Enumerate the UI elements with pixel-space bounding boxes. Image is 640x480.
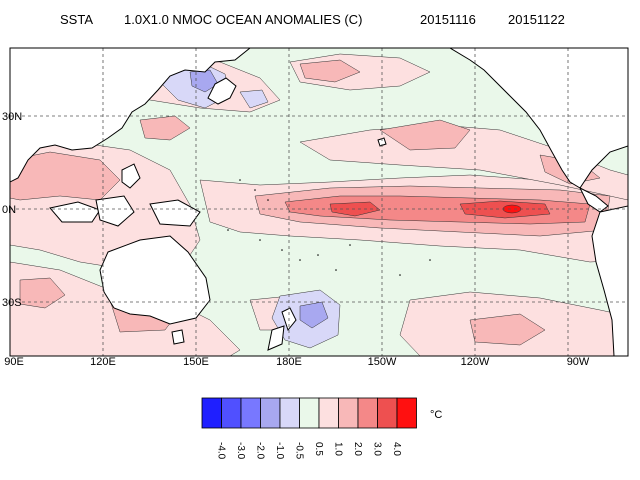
- colorbar-swatch: [397, 398, 417, 428]
- lon-label-120w: 120W: [461, 356, 490, 368]
- lon-label-150e: 150E: [183, 356, 209, 368]
- map-area: [10, 48, 628, 356]
- lon-label-150w: 150W: [368, 356, 397, 368]
- colorbar-unit: °C: [430, 409, 442, 421]
- lon-label-90w: 90W: [567, 356, 590, 368]
- colorbar-swatch: [358, 398, 378, 428]
- colorbar-label: 0.5: [313, 442, 324, 456]
- lat-label-30s: 30S: [2, 297, 22, 309]
- lon-label-180e: 180E: [276, 356, 302, 368]
- colorbar-swatch: [339, 398, 359, 428]
- lat-label-30n: 30N: [2, 111, 22, 123]
- colorbar-label: -3.0: [235, 442, 246, 460]
- colorbar-swatch: [261, 398, 281, 428]
- colorbar-swatch: [241, 398, 261, 428]
- lon-label-120e: 120E: [90, 356, 116, 368]
- colorbar-label: 4.0: [391, 442, 402, 456]
- anomaly-extreme-warm: [503, 205, 521, 213]
- tasmania-landmass: [172, 330, 184, 344]
- colorbar-swatch: [202, 398, 222, 428]
- colorbar-label: -2.0: [255, 442, 266, 460]
- colorbar-swatch: [319, 398, 339, 428]
- colorbar-label: 2.0: [352, 442, 363, 456]
- colorbar-label: -1.0: [274, 442, 285, 460]
- colorbar-swatch: [222, 398, 242, 428]
- lon-label-90e: 90E: [4, 356, 24, 368]
- colorbar-label: 1.0: [333, 442, 344, 456]
- colorbar-swatch: [280, 398, 300, 428]
- colorbar: -4.0 -3.0 -2.0 -1.0 -0.5 0.5 1.0 2.0 3.0 4.0 °C: [202, 398, 442, 460]
- colorbar-swatch: [300, 398, 320, 428]
- lat-label-0n: 0N: [2, 204, 16, 216]
- colorbar-swatch: [378, 398, 398, 428]
- colorbar-label: -0.5: [294, 442, 305, 460]
- colorbar-label: -4.0: [216, 442, 227, 460]
- colorbar-label: 3.0: [372, 442, 383, 456]
